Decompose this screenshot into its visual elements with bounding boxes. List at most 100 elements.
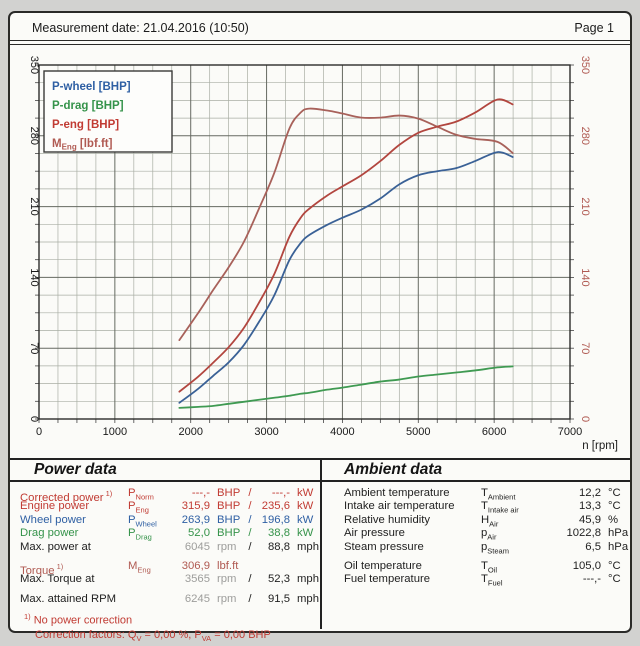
power-row-symbol: PNorm [128,487,154,502]
ambient-row: Intake air temperature TIntake air 13,3 °C [344,500,634,514]
power-row: Torque 1) MEng 306,9 lbf.ft [20,560,322,577]
power-row-symbol [128,541,172,554]
power-row-unit1: rpm [217,573,237,586]
power-row: Drag power PDrag 52,0 BHP / 38,8 kW [20,527,322,541]
ambient-row-symbol: pAir [481,527,497,542]
ambient-row-unit: °C [608,487,621,499]
power-data-table: Corrected power 1) PNorm ---,- BHP / ---,- kW E… [20,487,322,606]
power-row-value2: 52,3 [268,573,290,586]
power-row-value1: 6245 [184,592,210,605]
y-tick-label-right: 140 [579,268,591,286]
power-row-value1: 263,9 [181,513,210,526]
ambient-row-value: 12,2 [579,487,601,499]
legend-entry: P-eng [BHP] [52,119,119,131]
ambient-row-symbol: pSteam [481,540,509,555]
power-row-slash: / [248,527,252,540]
measurement-date-label: Measurement date: 21.04.2016 (10:50) [32,21,249,35]
power-row-value2: 235,6 [261,500,290,513]
power-data-title: Power data [34,461,117,478]
y-tick-label-right: 280 [579,127,591,145]
y-tick-label-right: 350 [579,56,591,74]
x-axis-title: n [rpm] [582,440,618,452]
curve-p-drag-bhp- [178,365,514,409]
power-row-symbol: PDrag [128,527,152,542]
power-row-value2: 38,8 [268,527,290,540]
ambient-row: Oil temperature TOil 105,0 °C [344,560,634,574]
legend-entry: MEng [lbf.ft] [52,138,113,152]
footnote-no-correction: 1) No power correction [24,612,133,627]
ambient-row-unit: °C [608,559,621,572]
x-tick-label: 7000 [558,426,582,438]
ambient-row-unit: hPa [608,527,629,540]
ambient-row-symbol: TIntake air [481,500,519,515]
curve-m-eng-lbf-ft- [178,107,514,342]
x-tick-label: 0 [36,426,42,438]
legend-entry: P-wheel [BHP] [52,81,131,93]
x-tick-label: 1000 [103,426,127,438]
curve-p-eng-bhp- [178,98,514,393]
y-tick-label-left: 280 [28,127,40,145]
power-row-label: Max. attained RPM [20,592,117,605]
power-row-label: Max. Torque at [20,573,95,586]
ambient-row-value: 45,9 [579,513,601,526]
power-row: Engine power PEng 315,9 BHP / 235,6 kW [20,500,322,514]
ambient-row-value: 13,3 [579,500,601,513]
power-row-slash: / [248,500,252,513]
ambient-row-label: Fuel temperature [344,573,431,586]
ambient-row-unit: °C [608,573,621,586]
ambient-row-label: Intake air temperature [344,500,455,513]
y-tick-label-right: 70 [579,342,591,354]
power-row-value2: 91,5 [268,592,290,605]
power-row-value1: 315,9 [181,500,210,513]
x-tick-label: 2000 [178,426,202,438]
power-row-unit2: kW [297,487,314,499]
power-row: Wheel power PWheel 263,9 BHP / 196,8 kW [20,514,322,528]
power-row-unit1: BHP [217,513,241,526]
ambient-data-title: Ambient data [344,461,443,478]
ambient-row: Steam pressure pSteam 6,5 hPa [344,541,634,555]
power-row-value1: ---,- [191,487,210,499]
y-tick-label-left: 210 [28,197,40,215]
y-tick-label-left: 0 [28,416,40,422]
ambient-row-symbol: TFuel [481,573,503,588]
ambient-row-value: ---,- [582,573,601,586]
data-section-vertical-divider [320,458,322,629]
x-tick-label: 6000 [482,426,506,438]
legend-entry: P-drag [BHP] [52,100,124,112]
y-tick-label-left: 140 [28,268,40,286]
power-row-symbol: MEng [128,559,151,575]
power-row-label: Engine power [20,500,90,513]
power-row-label: Corrected power 1) [20,489,113,504]
power-row-unit2: kW [297,500,314,513]
power-row-label: Drag power [20,527,79,540]
page-number: Page 1 [574,21,614,35]
ambient-row-value: 6,5 [585,540,601,553]
power-row-value1: 306,9 [181,559,210,572]
ambient-row-unit: % [608,513,619,526]
y-tick-label-left: 350 [28,56,40,74]
power-row-unit1: BHP [217,487,241,499]
ambient-row-label: Ambient temperature [344,487,450,499]
power-row-value2: 196,8 [261,513,290,526]
ambient-row-label: Relative humidity [344,513,431,526]
x-tick-label: 5000 [406,426,430,438]
x-tick-label: 4000 [330,426,354,438]
y-tick-label-left: 70 [28,342,40,354]
power-row-slash: / [248,573,252,586]
ambient-data-table: Ambient temperature TAmbient 12,2 °C Intake … [344,487,634,588]
power-row-symbol [128,573,172,586]
power-row-value2: 88,8 [268,540,290,553]
power-row-symbol [128,593,172,606]
y-axis-labels-right: 0 70 140 210 280 350 [579,56,591,422]
power-row: Corrected power 1) PNorm ---,- BHP / ---,- kW [20,487,322,504]
y-tick-label-right: 210 [579,197,591,215]
power-row-slash: / [248,487,252,499]
power-row-symbol: PWheel [128,513,157,529]
power-row-unit1: BHP [217,500,241,513]
grid-minor [35,65,574,423]
power-row-label: Max. power at [20,540,91,553]
y-tick-label-right: 0 [579,416,591,422]
power-row-unit2: mph [297,592,319,605]
power-row: Max. power at 6045 rpm / 88,8 mph [20,541,322,554]
